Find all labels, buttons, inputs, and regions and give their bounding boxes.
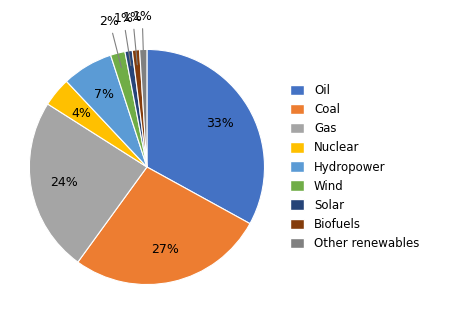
Wedge shape xyxy=(66,55,147,167)
Wedge shape xyxy=(110,51,147,167)
Wedge shape xyxy=(29,104,147,262)
Text: 33%: 33% xyxy=(206,118,234,130)
Wedge shape xyxy=(125,50,147,167)
Text: 1%: 1% xyxy=(123,11,143,65)
Text: 2%: 2% xyxy=(0,333,1,334)
Text: 1%: 1% xyxy=(0,333,1,334)
Text: 1%: 1% xyxy=(113,12,133,65)
Wedge shape xyxy=(132,50,147,167)
Text: 2%: 2% xyxy=(100,15,121,67)
Text: 7%: 7% xyxy=(94,88,114,101)
Text: 27%: 27% xyxy=(152,243,179,256)
Wedge shape xyxy=(147,49,264,224)
Text: 1%: 1% xyxy=(0,333,1,334)
Wedge shape xyxy=(48,81,147,167)
Text: 1%: 1% xyxy=(132,10,152,64)
Wedge shape xyxy=(78,167,250,285)
Text: 1%: 1% xyxy=(0,333,1,334)
Text: 24%: 24% xyxy=(50,176,78,189)
Wedge shape xyxy=(139,49,147,167)
Legend: Oil, Coal, Gas, Nuclear, Hydropower, Wind, Solar, Biofuels, Other renewables: Oil, Coal, Gas, Nuclear, Hydropower, Win… xyxy=(290,84,419,250)
Text: 4%: 4% xyxy=(72,107,91,120)
